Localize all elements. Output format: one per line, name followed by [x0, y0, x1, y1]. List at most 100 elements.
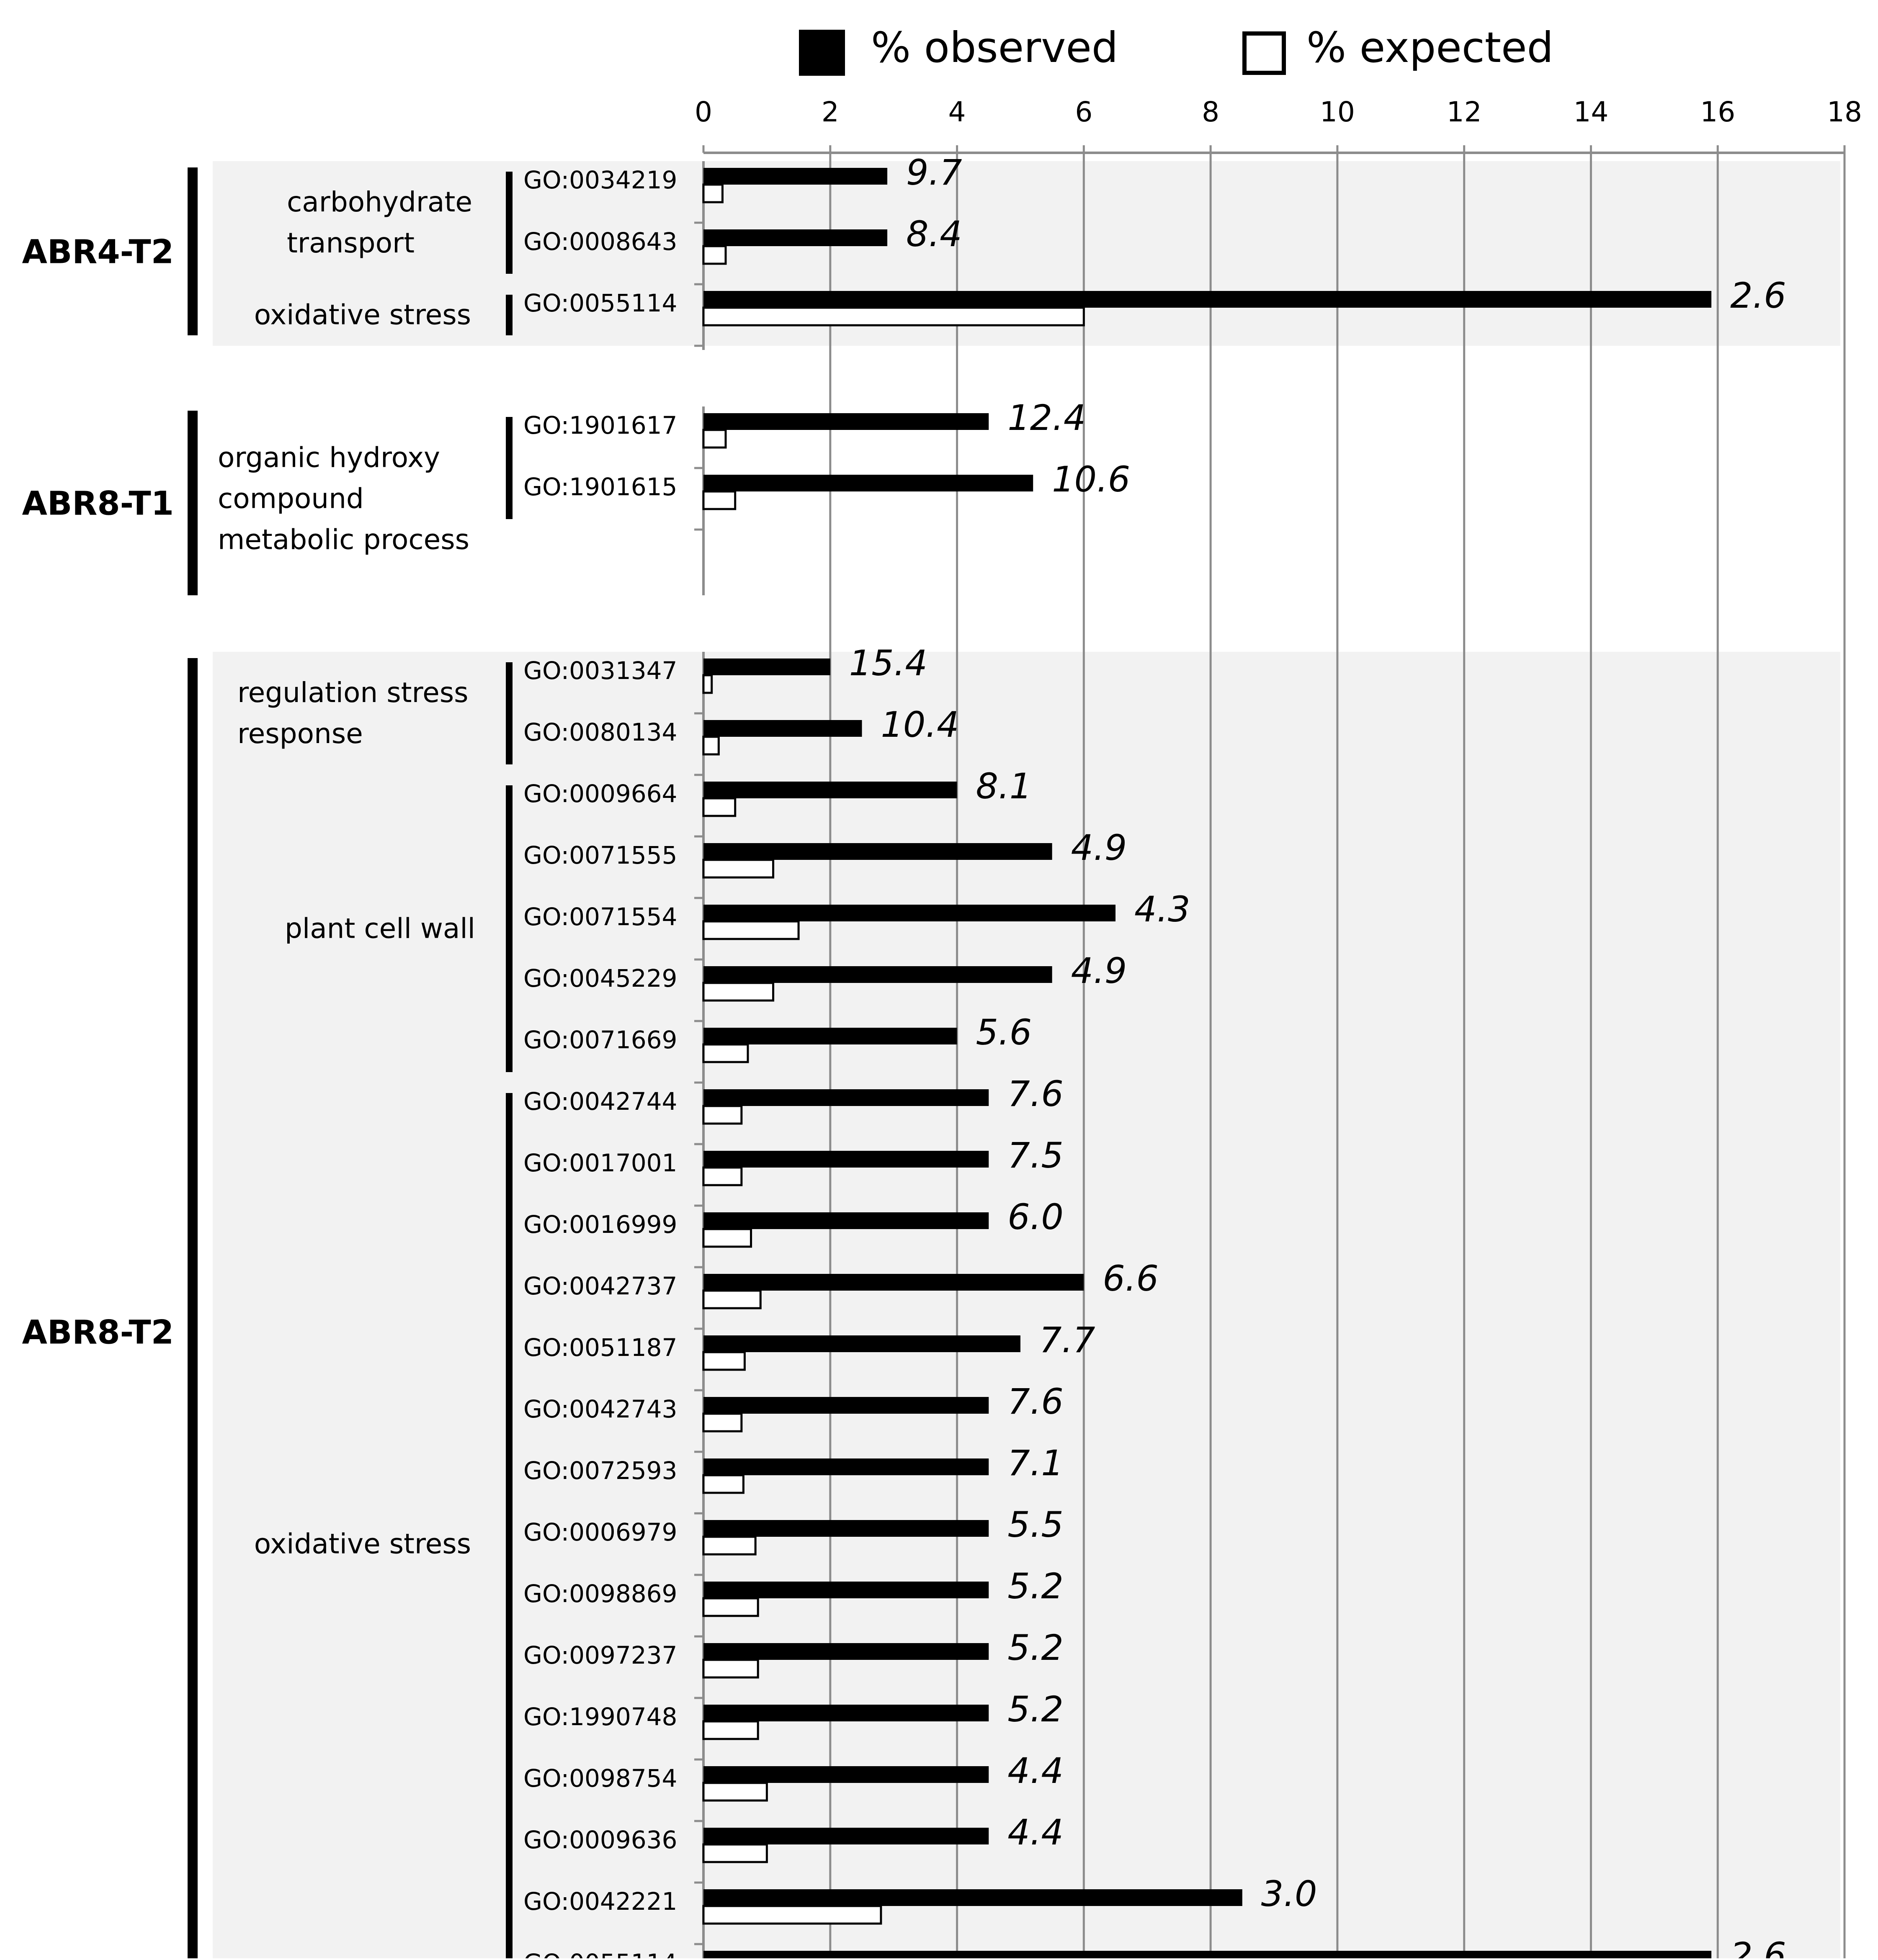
- bar-ratio-label: 5.6: [976, 1012, 1032, 1053]
- shading-layer: [213, 161, 1840, 1960]
- bar-observed: [703, 291, 1712, 308]
- bar-observed: [703, 1089, 989, 1106]
- group-bracket: [188, 658, 198, 1960]
- bar-expected: [702, 1289, 762, 1309]
- legend-swatch-expected: [1242, 31, 1286, 75]
- bar-expected: [702, 1412, 743, 1433]
- go-term-label: GO:0009636: [523, 1826, 677, 1854]
- go-term-label: GO:0008643: [523, 227, 677, 256]
- go-term-label: GO:0072593: [523, 1456, 677, 1485]
- x-tick-label: 2: [822, 96, 839, 128]
- legend-label-expected: % expected: [1306, 23, 1553, 72]
- bar-expected: [702, 1043, 749, 1063]
- bar-expected: [702, 920, 800, 940]
- bar-expected: [702, 1659, 759, 1679]
- bar-observed: [703, 475, 1033, 491]
- group-shading: [213, 652, 1840, 1960]
- bar-expected: [702, 797, 737, 817]
- group-bracket: [188, 167, 198, 335]
- bar-expected: [702, 1720, 759, 1740]
- bar-observed: [703, 1951, 1712, 1960]
- bar-ratio-label: 5.2: [1007, 1689, 1064, 1730]
- bar-ratio-label: 10.6: [1052, 459, 1130, 500]
- bar-ratio-label: 4.3: [1134, 889, 1190, 930]
- go-term-label: GO:0080134: [523, 718, 677, 746]
- bar-ratio-label: 7.6: [1007, 1073, 1064, 1114]
- category-bracket: [506, 172, 513, 274]
- category-label: oxidative stress: [254, 1528, 471, 1560]
- x-tick-label: 8: [1202, 96, 1219, 128]
- bar-observed: [703, 966, 1052, 983]
- category-bracket: [506, 295, 513, 335]
- category-label: response: [237, 718, 363, 750]
- go-term-label: GO:0042737: [523, 1272, 677, 1300]
- x-tick-label: 12: [1447, 96, 1482, 128]
- go-term-label: GO:0098754: [523, 1764, 677, 1793]
- bar-ratio-label: 2.6: [1730, 275, 1786, 316]
- bars-layer: [702, 168, 1712, 1960]
- bar-expected: [702, 1536, 757, 1556]
- go-term-label: GO:0042743: [523, 1395, 677, 1423]
- go-term-label: GO:0098869: [523, 1579, 677, 1608]
- bar-observed: [703, 1705, 989, 1721]
- bar-observed: [703, 1520, 989, 1537]
- go-term-label: GO:0042744: [523, 1087, 677, 1116]
- category-label: transport: [287, 227, 415, 259]
- category-label: carbohydrate: [287, 186, 472, 218]
- bar-observed: [703, 1889, 1242, 1906]
- labels-layer: % observed % expected ABR4-T2 carbohydrate t…: [22, 23, 1786, 1960]
- bar-expected: [702, 490, 737, 510]
- bar-observed: [703, 1828, 989, 1844]
- category-bracket: [506, 785, 513, 1072]
- category-label: compound: [218, 483, 364, 515]
- go-term-label: GO:0016999: [523, 1210, 677, 1239]
- go-term-label: GO:0055114: [523, 289, 677, 317]
- bar-expected: [702, 1166, 743, 1186]
- group-label: ABR8-T1: [22, 485, 174, 523]
- bar-ratio-label: 2.6: [1730, 1935, 1786, 1958]
- go-term-label: GO:0006979: [523, 1518, 677, 1546]
- bar-ratio-label: 8.1: [976, 766, 1032, 807]
- go-term-label: GO:0031347: [523, 656, 677, 685]
- bar-ratio-label: 7.1: [1007, 1443, 1064, 1484]
- go-term-label: GO:0071669: [523, 1026, 677, 1054]
- go-term-label: GO:0097237: [523, 1641, 677, 1669]
- bar-expected: [702, 982, 775, 1002]
- bar-observed: [703, 1397, 989, 1414]
- bar-ratio-label: 15.4: [849, 643, 927, 684]
- bar-observed: [703, 1766, 989, 1783]
- bar-ratio-label: 6.6: [1103, 1258, 1159, 1299]
- legend-swatch-observed: [799, 30, 845, 76]
- bar-expected: [702, 1597, 759, 1617]
- x-tick-label: 4: [948, 96, 966, 128]
- bar-expected: [702, 1905, 882, 1925]
- bar-expected: [702, 1474, 745, 1494]
- go-term-label: GO:0051187: [523, 1333, 677, 1362]
- bar-observed: [703, 720, 862, 737]
- go-term-label: GO:0042221: [523, 1887, 677, 1916]
- bar-expected: [702, 674, 713, 694]
- go-term-label: GO:0055114: [523, 1949, 677, 1958]
- bar-expected: [702, 1228, 752, 1248]
- category-label: regulation stress: [237, 676, 469, 709]
- bar-observed: [703, 1582, 989, 1598]
- bar-expected: [702, 1105, 743, 1125]
- go-term-label: GO:1901617: [523, 411, 677, 440]
- x-tick-label: 14: [1573, 96, 1608, 128]
- go-term-label: GO:0017001: [523, 1149, 677, 1177]
- category-label: plant cell wall: [285, 913, 475, 945]
- bar-expected: [702, 1351, 746, 1371]
- bar-ratio-label: 6.0: [1007, 1196, 1064, 1237]
- bar-ratio-label: 10.4: [881, 704, 959, 745]
- legend-label-observed: % observed: [871, 23, 1118, 72]
- bar-observed: [703, 843, 1052, 860]
- go-term-label: GO:1990748: [523, 1703, 677, 1731]
- group-label: ABR8-T2: [22, 1314, 174, 1352]
- bar-ratio-label: 9.7: [906, 152, 962, 193]
- go-term-label: GO:1901615: [523, 473, 677, 501]
- bar-ratio-label: 5.2: [1007, 1627, 1064, 1668]
- bar-ratio-label: 4.9: [1071, 827, 1127, 868]
- bar-observed: [703, 905, 1116, 921]
